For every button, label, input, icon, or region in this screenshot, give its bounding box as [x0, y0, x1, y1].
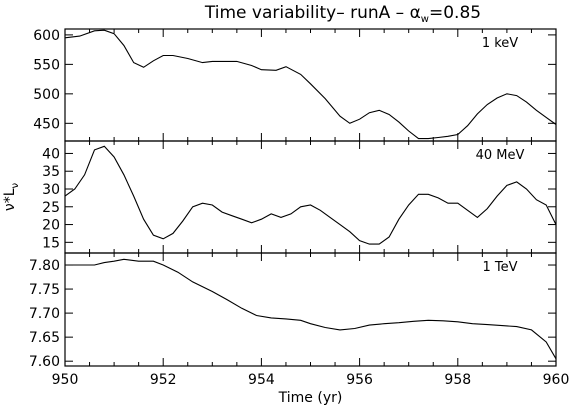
y-tick-label: 450	[33, 116, 60, 132]
x-tick-label: 952	[150, 372, 177, 388]
chart-title: Time variability– runA – αw=0.85	[204, 3, 481, 25]
x-tick-label: 958	[444, 372, 471, 388]
y-tick-label: 30	[42, 182, 60, 198]
y-axis-label-main: ν*L	[2, 188, 18, 211]
y-tick-label: 7.75	[29, 282, 60, 298]
x-axis-label: Time (yr)	[278, 390, 343, 406]
y-tick-label: 15	[42, 235, 60, 251]
y-tick-label: 40	[42, 146, 60, 162]
y-tick-label: 20	[42, 218, 60, 234]
y-axis-label-sub: ν	[10, 182, 21, 188]
panel-annotation: 1 TeV	[482, 260, 517, 275]
y-axis-label: ν*Lν	[2, 182, 21, 211]
panel-1: 450 500 550 600 1 keV	[33, 28, 557, 142]
x-tick-label: 960	[543, 372, 570, 388]
y-tick-label: 35	[42, 164, 60, 180]
y-tick-label: 500	[33, 87, 60, 103]
y-tick-label: 7.80	[29, 258, 60, 274]
series-line-panel-1	[64, 29, 557, 140]
y-tick-label: 25	[42, 200, 60, 216]
series-line-panel-3	[65, 258, 557, 360]
title-alpha: α	[410, 3, 421, 23]
y-tick-label: 7.65	[29, 330, 60, 346]
panel-annotation: 40 MeV	[476, 148, 525, 163]
title-main: Time variability– runA –	[204, 3, 410, 23]
y-tick-label: 600	[33, 28, 60, 44]
x-tick-label: 954	[248, 372, 275, 388]
series-line-panel-2	[64, 145, 557, 245]
y-tick-label: 7.70	[29, 306, 60, 322]
x-tick-label: 950	[52, 372, 79, 388]
y-tick-label: 7.60	[29, 354, 60, 370]
y-tick-label: 550	[33, 57, 60, 73]
panel-annotation: 1 keV	[482, 36, 518, 51]
title-tail: =0.85	[429, 3, 481, 23]
title-subscript: w	[421, 14, 429, 25]
x-tick-label: 956	[346, 372, 373, 388]
panel-3: 7.60 7.65 7.70 7.75 7.80 950 952 954 956 958 960 Ti…	[29, 252, 570, 406]
